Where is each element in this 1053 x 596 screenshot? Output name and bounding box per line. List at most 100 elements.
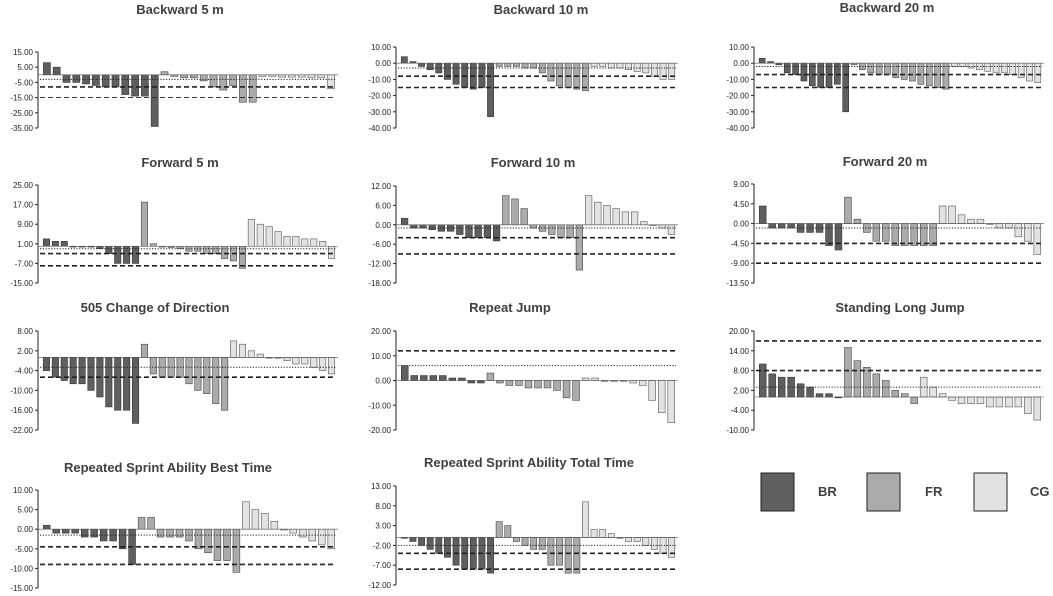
y-tick-label: 0.00 <box>375 59 391 68</box>
bar-fr <box>504 62 512 67</box>
bar-cg <box>297 74 306 78</box>
bar-fr <box>892 62 900 79</box>
bar-br <box>52 528 60 534</box>
bar-fr <box>844 196 852 224</box>
bar-br <box>426 62 434 70</box>
y-tick-label: -35.00 <box>10 124 33 133</box>
bar-cg <box>278 74 286 78</box>
bar-fr <box>863 223 871 233</box>
chart-title: Standing Long Jump <box>835 300 964 315</box>
bar-br <box>426 537 434 550</box>
bar-cg <box>319 357 327 371</box>
bar-fr <box>212 245 220 254</box>
y-tick-label: -20.00 <box>726 92 749 101</box>
bar-fr <box>863 366 871 398</box>
y-tick-label: 10.00 <box>729 43 750 52</box>
bar-fr <box>872 223 881 242</box>
y-tick-label: 0.00 <box>17 525 33 534</box>
bar-br <box>87 357 95 391</box>
bar-fr <box>204 528 212 554</box>
bar-cg <box>957 396 966 404</box>
bar-cg <box>607 533 615 538</box>
bar-br <box>400 218 409 226</box>
bar-cg <box>603 205 611 226</box>
y-tick-label: -18.00 <box>368 279 391 288</box>
bar-br <box>401 365 409 381</box>
bar-cg <box>986 396 994 408</box>
bar-cg <box>607 62 615 69</box>
bar-br <box>410 375 419 381</box>
bar-fr <box>564 537 572 574</box>
bar-br <box>78 357 86 385</box>
bar-fr <box>515 380 523 386</box>
y-tick-label: 8.00 <box>17 327 33 336</box>
y-tick-label: 20.00 <box>729 327 750 336</box>
chart-standing-long-jump: Standing Long Jump 20.00 14.00 8.00 2.00 -4.0… <box>726 300 1044 435</box>
bar-fr <box>137 517 146 530</box>
bar-fr <box>194 357 202 391</box>
bar-br <box>420 375 428 381</box>
bar-fr <box>504 525 512 538</box>
bar-cg <box>667 380 675 423</box>
bar-cg <box>948 205 956 224</box>
chart-title: Forward 10 m <box>491 155 576 170</box>
bar-cg <box>642 537 650 546</box>
bar-fr <box>844 347 852 398</box>
bar-cg <box>283 236 291 247</box>
bar-br <box>99 528 108 542</box>
y-tick-label: -9.00 <box>731 259 750 268</box>
bar-fr <box>530 537 538 550</box>
bar-cg <box>976 218 985 224</box>
y-tick-label: 13.00 <box>371 482 392 491</box>
bar-cg <box>967 218 975 224</box>
bar-cg <box>590 62 598 67</box>
y-tick-label: -7.00 <box>15 259 34 268</box>
bar-fr <box>166 528 174 538</box>
bar-cg <box>984 62 992 72</box>
y-tick-label: -40.00 <box>368 124 391 133</box>
bar-br <box>409 537 417 542</box>
bar-cg <box>668 537 676 558</box>
y-tick-label: 15.00 <box>13 48 34 57</box>
y-tick-label: 17.00 <box>13 201 34 210</box>
bar-fr <box>867 62 875 74</box>
bar-br <box>80 528 89 538</box>
bar-br <box>150 74 159 127</box>
bar-fr <box>203 357 211 394</box>
bar-cg <box>929 386 937 398</box>
bar-br <box>429 375 438 381</box>
chart-backward-10-m: Backward 10 m 10.00 0.00 -10.00 -20.00 -30.00… <box>368 2 678 133</box>
bar-cg <box>1026 62 1033 82</box>
bar-fr <box>140 343 148 358</box>
bar-br <box>758 58 766 64</box>
bar-cg <box>630 211 639 226</box>
bar-br <box>448 377 457 381</box>
bar-fr <box>147 517 155 530</box>
bar-cg <box>292 236 300 247</box>
bar-fr <box>548 224 556 235</box>
bar-cg <box>612 208 620 226</box>
bar-cg <box>247 350 255 358</box>
y-tick-label: -30.00 <box>368 108 391 117</box>
bar-cg <box>625 537 632 542</box>
y-tick-label: 9.00 <box>17 220 33 229</box>
bar-br <box>806 386 814 398</box>
bar-cg <box>247 219 255 247</box>
bar-br <box>768 373 776 398</box>
chart-forward-5-m: Forward 5 m 25.00 17.00 9.00 1.00 -7.00 -15.00 <box>10 155 338 288</box>
bar-br <box>477 380 485 384</box>
bar-br <box>783 62 791 74</box>
bar-br <box>51 241 59 247</box>
chart-title: Repeated Sprint Ability Best Time <box>64 460 272 475</box>
legend-label-cg: CG <box>1030 484 1050 499</box>
y-tick-label: -4.50 <box>731 239 750 248</box>
bar-cg <box>633 62 641 72</box>
bar-br <box>114 245 122 264</box>
bar-fr <box>213 528 222 561</box>
bar-cg <box>948 396 956 401</box>
bar-cg <box>1024 223 1032 242</box>
bar-fr <box>180 74 188 79</box>
bar-cg <box>1009 62 1017 75</box>
bar-cg <box>621 211 630 226</box>
